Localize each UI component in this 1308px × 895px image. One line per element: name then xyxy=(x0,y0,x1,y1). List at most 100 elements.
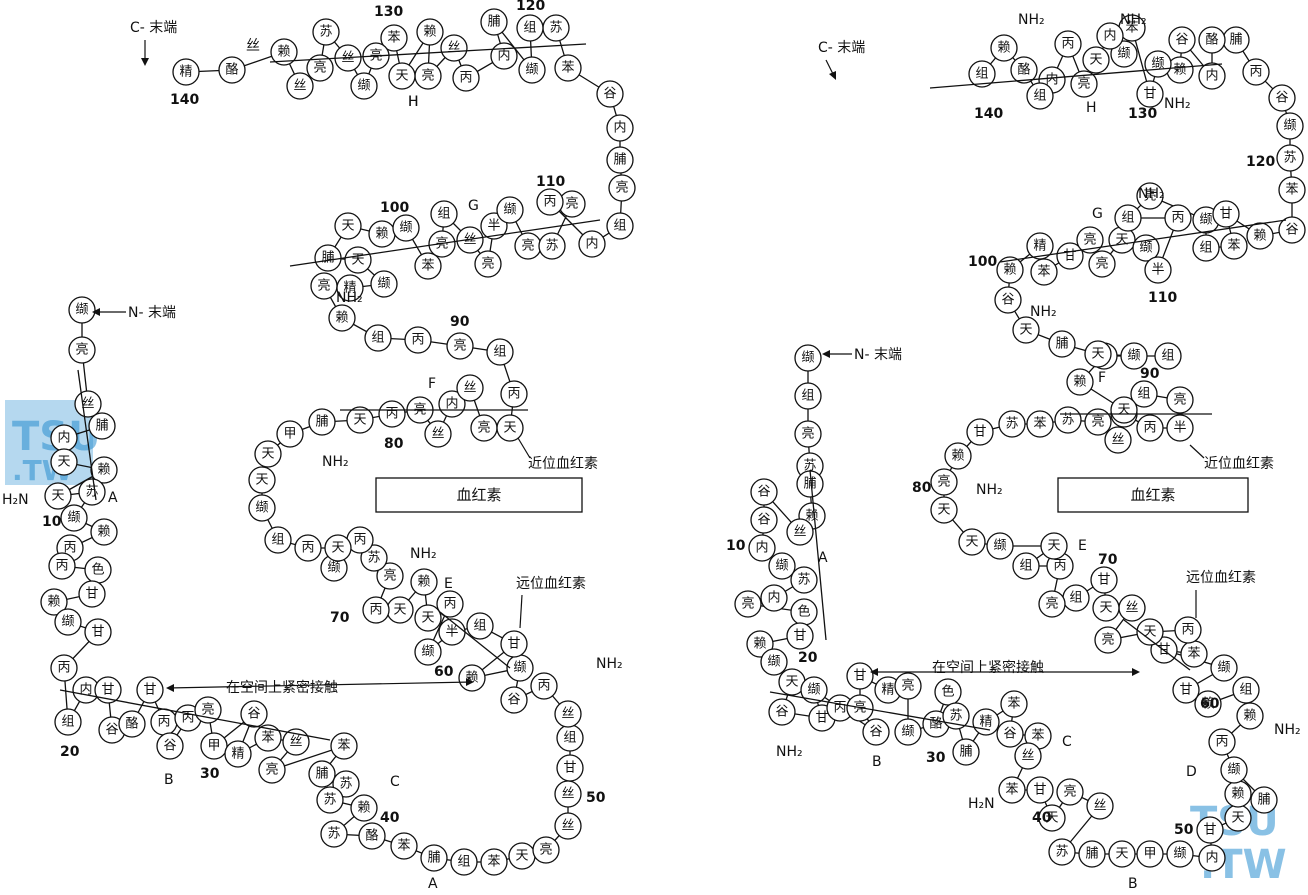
right-chain-residue-label: 苏 xyxy=(797,572,810,588)
right-chain-residue-label: 缬 xyxy=(1139,241,1152,256)
left-chain-residue-circle xyxy=(452,64,480,92)
left-chain-residue-label: 丙 xyxy=(507,387,520,402)
right-chain-residue-circle xyxy=(1166,414,1194,442)
left-chain-residue: 天 xyxy=(334,212,362,240)
right-chain-residue-circle xyxy=(1192,234,1220,262)
right-chain-residue: 天 xyxy=(1040,532,1068,560)
left-chain-residue: 天 xyxy=(50,448,78,476)
close-contact-label-left: 在空间上紧密接触 xyxy=(226,679,338,696)
left-chain-residue: 脯 xyxy=(480,8,508,36)
right-chain-residue-circle xyxy=(862,718,890,746)
left-nh2-label: NH₂ xyxy=(596,656,623,672)
left-chain-residue-label: 亮 xyxy=(421,68,434,84)
left-chain-residue-label: 天 xyxy=(255,473,268,488)
right-chain-residue-label: 苏 xyxy=(1283,150,1296,166)
heme-box-right: 血红素 xyxy=(1057,477,1249,513)
left-chain-residue: 苯 xyxy=(480,848,508,876)
right-chain-residue-circle xyxy=(748,534,776,562)
right-chain-residue-circle xyxy=(1136,840,1164,868)
right-chain-residue: 甘 xyxy=(846,662,874,690)
left-chain-residue: 赖 xyxy=(458,664,486,692)
left-residue-number: 130 xyxy=(374,4,403,20)
left-chain-residue-label: 谷 xyxy=(603,87,616,102)
right-chain-residue-label: 组 xyxy=(1019,559,1032,574)
right-chain-residue-circle xyxy=(790,566,818,594)
left-chain-residue-circle xyxy=(410,568,438,596)
left-chain-residue-label: 内 xyxy=(79,682,92,698)
left-chain-residue: 组 xyxy=(430,200,458,228)
left-chain-residue-circle xyxy=(390,832,418,860)
left-chain-residue: 苏 xyxy=(316,786,344,814)
left-residue-number: 20 xyxy=(60,744,80,760)
left-chain-residue: 缬 xyxy=(506,654,534,682)
right-chain-residue-label: 缬 xyxy=(1227,763,1240,778)
left-chain-residue: 甘 xyxy=(500,630,528,658)
right-chain-residue-label: 脯 xyxy=(1257,793,1270,808)
right-chain-residue: 脯 xyxy=(796,470,824,498)
right-chain-residue: 谷 xyxy=(1268,84,1296,112)
left-chain-residue: 赖 xyxy=(328,304,356,332)
close-contact-label-right: 在空间上紧密接触 xyxy=(932,659,1044,676)
left-chain-residue: 亮 xyxy=(310,272,338,300)
right-chain-residue: 缬 xyxy=(794,344,822,372)
left-helix-label: A xyxy=(108,490,118,506)
right-chain-residue: 天 xyxy=(1136,618,1164,646)
right-chain-residue: 甘 xyxy=(1136,80,1164,108)
right-chain-residue-circle xyxy=(1154,342,1182,370)
left-chain-residue-label: 内 xyxy=(445,396,458,412)
right-chain-residue-label: 亮 xyxy=(741,596,754,612)
proximal-heme-label-left: 近位血红素 xyxy=(528,456,598,472)
left-chain-residue-label: 天 xyxy=(51,489,64,504)
right-chain-residue: 苏 xyxy=(1054,406,1082,434)
right-helix-label: F xyxy=(1098,370,1106,386)
left-chain-residue-circle xyxy=(430,200,458,228)
proximal-heme-right: 近位血红素 xyxy=(1189,444,1274,472)
left-chain-residue-circle xyxy=(474,250,502,278)
right-chain-residue: 谷 xyxy=(1278,216,1306,244)
left-chain-residue-circle xyxy=(50,448,78,476)
left-chain-residue-circle xyxy=(54,608,82,636)
right-chain-residue: 苯 xyxy=(1000,690,1028,718)
right-chain-residue-label: 缬 xyxy=(801,351,814,366)
right-helix-label: H xyxy=(1086,100,1097,116)
distal-heme-label-left: 远位血红素 xyxy=(516,576,586,592)
left-chain-residue-label: 丙 xyxy=(301,541,314,556)
left-chain-residue-circle xyxy=(404,326,432,354)
heme-label-left: 血红素 xyxy=(456,486,501,504)
right-chain-residue-label: 天 xyxy=(1143,625,1156,640)
right-residue-number: 120 xyxy=(1246,154,1275,170)
right-helix-label: A xyxy=(818,550,828,566)
right-chain-residue-circle xyxy=(1172,676,1200,704)
right-chain-residue: 组 xyxy=(794,382,822,410)
right-chain-residue-label: 谷 xyxy=(1275,91,1288,106)
left-residue-number: 90 xyxy=(450,314,470,330)
right-chain-residue-circle xyxy=(1198,62,1226,90)
right-chain-residue-circle xyxy=(768,552,796,580)
left-chain-residue-circle xyxy=(536,188,564,216)
left-chain-residue-circle xyxy=(350,72,378,100)
right-chain-residue: 苯 xyxy=(1278,176,1306,204)
left-chain-residue-label: 苏 xyxy=(367,550,380,566)
left-chain-residue-circle xyxy=(554,54,582,82)
left-chain-residue-label: 半 xyxy=(445,625,458,640)
right-chain-residue: 谷 xyxy=(750,478,778,506)
left-chain-residue-label: 赖 xyxy=(97,525,110,540)
right-chain-residue: 半 xyxy=(1166,414,1194,442)
right-chain-residue-label: 缬 xyxy=(1127,349,1140,364)
left-chain-residue-circle xyxy=(556,754,584,782)
right-chain-residue: 亮 xyxy=(1084,408,1112,436)
right-chain-residue-circle xyxy=(968,60,996,88)
right-chain-residue-label: 赖 xyxy=(997,41,1010,56)
left-chain-residue-circle xyxy=(172,58,200,86)
right-chain-residue: 内 xyxy=(760,584,788,612)
left-chain-residue-circle xyxy=(362,596,390,624)
right-chain-residue-circle xyxy=(944,442,972,470)
left-chain-residue: 亮 xyxy=(608,174,636,202)
right-chain-residue-circle xyxy=(1084,340,1112,368)
right-chain-residue: 甘 xyxy=(966,418,994,446)
right-chain-residue-label: 赖 xyxy=(753,637,766,652)
left-chain-residue-circle xyxy=(346,406,374,434)
left-chain-residue: 亮 xyxy=(532,836,560,864)
